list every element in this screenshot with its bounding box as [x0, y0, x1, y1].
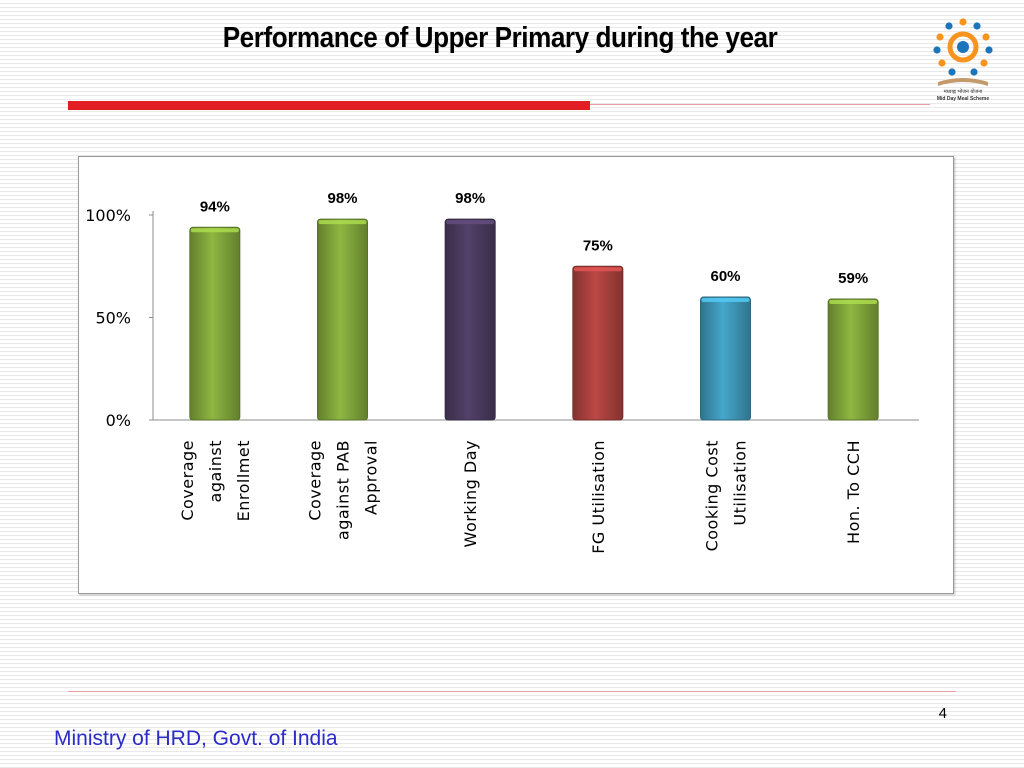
x-category-label-line: Enrollmet: [234, 440, 253, 521]
bar-chart: 0% 50% 100% 94% Coverage against Enrollmet 98% C…: [85, 190, 919, 554]
bar: [572, 265, 624, 421]
x-category-label-line: Approval: [362, 440, 381, 515]
x-category-label-line: Working Day: [461, 440, 480, 547]
data-label: 98%: [327, 190, 357, 207]
y-tick-label: 50%: [95, 309, 131, 328]
bar-highlight: [190, 228, 239, 233]
x-category-label-line: against PAB: [334, 440, 353, 540]
slide-title: Performance of Upper Primary during the …: [222, 22, 778, 54]
title-underline-thin: [590, 104, 930, 105]
x-category-label: Coverage against Enrollmet: [178, 440, 253, 521]
x-category-label-line: Coverage: [178, 440, 197, 521]
bar: [317, 218, 368, 421]
chart-frame: 0% 50% 100% 94% Coverage against Enrollmet 98% C…: [78, 156, 954, 594]
x-category-label-line: Hon. To CCH: [844, 440, 863, 544]
x-category-label-line: Coverage: [306, 440, 325, 521]
bar: [444, 218, 496, 421]
data-label: 59%: [838, 270, 868, 287]
x-category-label: Coverage against PAB Approval: [306, 440, 381, 540]
x-category-label: Working Day: [461, 440, 480, 547]
mid-day-meal-logo-icon: मध्याह्न भोजन योजना Mid Day Meal Scheme: [933, 18, 993, 102]
bar: [827, 298, 879, 421]
bar-highlight: [446, 220, 495, 225]
y-tick-label: 100%: [85, 206, 131, 225]
bar: [700, 296, 751, 421]
x-category-label-line: FG Utilisation: [589, 440, 608, 554]
x-category-label: Hon. To CCH: [844, 440, 863, 544]
bar-highlight: [318, 220, 367, 225]
x-category-label: FG Utilisation: [589, 440, 608, 554]
y-tick-label: 0%: [106, 411, 131, 430]
data-label: 60%: [710, 268, 740, 285]
logo-text-hindi: मध्याह्न भोजन योजना: [944, 88, 983, 95]
footer-ministry-text: Ministry of HRD, Govt. of India: [54, 727, 338, 750]
data-label: 98%: [455, 190, 485, 207]
x-category-label-line: Cooking Cost: [703, 440, 722, 551]
bar-highlight: [829, 300, 878, 305]
logo-ring: [933, 18, 993, 76]
footer-divider: [68, 691, 956, 692]
logo-text-english: Mid Day Meal Scheme: [937, 96, 989, 102]
title-underline-red: [68, 101, 590, 110]
x-category-label-line: Utilisation: [731, 440, 750, 526]
data-label: 75%: [583, 237, 613, 254]
bar-highlight: [701, 298, 750, 302]
bar-highlight: [573, 267, 622, 272]
x-category-label: Cooking Cost Utilisation: [703, 440, 750, 551]
data-label: 94%: [200, 198, 230, 215]
bar: [189, 226, 241, 421]
logo-book: [938, 78, 988, 86]
x-category-label-line: against: [206, 440, 225, 502]
page-number: 4: [938, 705, 947, 722]
